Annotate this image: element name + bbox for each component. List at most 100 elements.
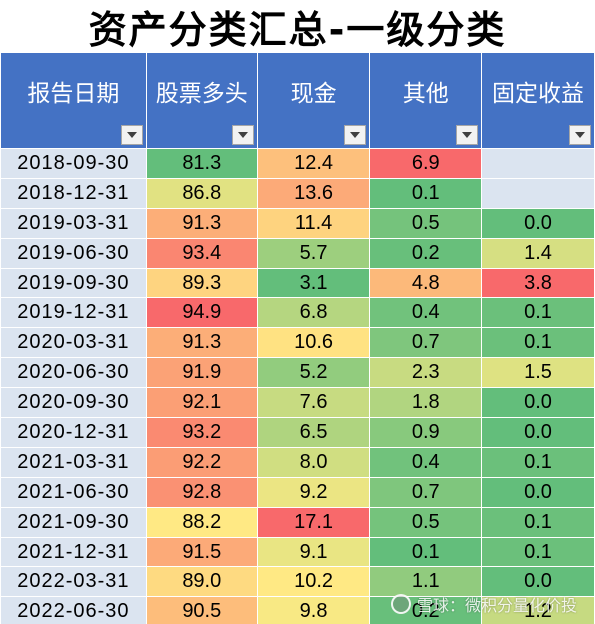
cell-stock-long: 89.3	[145, 267, 258, 299]
header-label: 股票多头	[155, 80, 248, 107]
cell-fixed-income: 3.8	[481, 267, 595, 299]
cell-cash: 12.4	[256, 148, 371, 179]
cell-other: 4.8	[369, 267, 483, 299]
cell-stock-long: 81.3	[145, 148, 258, 179]
table-row: 2018-09-30 81.3 12.4 6.9	[0, 148, 595, 179]
filter-dropdown-icon[interactable]	[344, 125, 367, 145]
cell-fixed-income	[481, 177, 595, 209]
cell-other: 1.1	[369, 566, 483, 598]
table-row: 2019-12-31 94.9 6.8 0.4 0.1	[0, 297, 595, 329]
filter-dropdown-icon[interactable]	[456, 125, 479, 145]
header-fixed-income: 固定收益	[481, 52, 595, 149]
cell-fixed-income: 0.0	[481, 476, 595, 508]
cell-cash: 17.1	[256, 506, 371, 538]
cell-cash: 6.8	[256, 297, 371, 329]
cell-fixed-income: 0.0	[481, 207, 595, 239]
cell-report-date: 2018-09-30	[0, 148, 147, 179]
cell-cash: 7.6	[256, 387, 371, 419]
cell-cash: 9.1	[256, 536, 371, 568]
table-body: 2018-09-30 81.3 12.4 6.9 2018-12-31 86.8 13.6 0…	[0, 148, 595, 624]
cell-stock-long: 91.9	[145, 357, 258, 389]
cell-fixed-income: 1.5	[481, 357, 595, 389]
cell-report-date: 2020-03-31	[0, 327, 147, 359]
header-stock-long: 股票多头	[145, 52, 258, 149]
table-row: 2020-06-30 91.9 5.2 2.3 1.5	[0, 357, 595, 389]
cell-stock-long: 92.1	[145, 387, 258, 419]
table-row: 2021-09-30 88.2 17.1 0.5 0.1	[0, 506, 595, 538]
cell-other: 2.3	[369, 357, 483, 389]
table-row: 2022-03-31 89.0 10.2 1.1 0.0	[0, 566, 595, 598]
filter-dropdown-icon[interactable]	[231, 125, 254, 145]
cell-stock-long: 92.2	[145, 446, 258, 478]
cell-stock-long: 94.9	[145, 297, 258, 329]
cell-other: 0.5	[369, 207, 483, 239]
cell-stock-long: 91.3	[145, 327, 258, 359]
cell-other: 0.4	[369, 297, 483, 329]
cell-report-date: 2021-06-30	[0, 476, 147, 508]
cell-other: 0.1	[369, 536, 483, 568]
table-row: 2022-06-30 90.5 9.8 0.2 1.2	[0, 596, 595, 624]
cell-stock-long: 88.2	[145, 506, 258, 538]
cell-fixed-income	[481, 148, 595, 179]
cell-fixed-income: 0.0	[481, 417, 595, 448]
header-other: 其他	[369, 52, 483, 149]
table-row: 2020-12-31 93.2 6.5 0.9 0.0	[0, 417, 595, 448]
cell-other: 0.4	[369, 446, 483, 478]
table-row: 2020-09-30 92.1 7.6 1.8 0.0	[0, 387, 595, 419]
asset-table: 报告日期 股票多头 现金 其他 固定收益 2018-09-30 81.3 12.4 6…	[0, 52, 595, 624]
cell-report-date: 2021-09-30	[0, 506, 147, 538]
page-title: 资产分类汇总-一级分类	[88, 7, 507, 52]
cell-fixed-income: 0.0	[481, 387, 595, 419]
watermark: 雪球：微积分量化价投	[390, 592, 577, 616]
cell-other: 0.7	[369, 476, 483, 508]
cell-cash: 10.6	[256, 327, 371, 359]
table-row: 2019-06-30 93.4 5.7 0.2 1.4	[0, 237, 595, 269]
cell-fixed-income: 0.1	[481, 327, 595, 359]
cell-cash: 8.0	[256, 446, 371, 478]
cell-report-date: 2018-12-31	[0, 177, 147, 209]
cell-cash: 10.2	[256, 566, 371, 598]
cell-cash: 6.5	[256, 417, 371, 448]
table-row: 2021-12-31 91.5 9.1 0.1 0.1	[0, 536, 595, 568]
cell-report-date: 2022-03-31	[0, 566, 147, 598]
cell-other: 0.9	[369, 417, 483, 448]
cell-report-date: 2019-12-31	[0, 297, 147, 329]
cell-other: 0.7	[369, 327, 483, 359]
header-row: 报告日期 股票多头 现金 其他 固定收益	[0, 52, 595, 149]
cell-cash: 3.1	[256, 267, 371, 299]
cell-stock-long: 86.8	[145, 177, 258, 209]
cell-report-date: 2020-12-31	[0, 417, 147, 448]
header-label: 现金	[290, 80, 337, 107]
header-label: 报告日期	[27, 80, 120, 107]
cell-fixed-income: 0.1	[481, 446, 595, 478]
cell-report-date: 2019-09-30	[0, 267, 147, 299]
table-row: 2019-03-31 91.3 11.4 0.5 0.0	[0, 207, 595, 239]
cell-other: 0.5	[369, 506, 483, 538]
snowball-logo-icon	[390, 594, 411, 614]
cell-fixed-income: 0.0	[481, 566, 595, 598]
table-row: 2019-09-30 89.3 3.1 4.8 3.8	[0, 267, 595, 299]
filter-dropdown-icon[interactable]	[120, 125, 143, 145]
cell-stock-long: 90.5	[145, 596, 258, 624]
cell-fixed-income: 0.1	[481, 536, 595, 568]
cell-stock-long: 93.2	[145, 417, 258, 448]
cell-cash: 9.2	[256, 476, 371, 508]
cell-stock-long: 91.5	[145, 536, 258, 568]
table-row: 2018-12-31 86.8 13.6 0.1	[0, 177, 595, 209]
header-report-date: 报告日期	[0, 52, 147, 149]
cell-cash: 5.2	[256, 357, 371, 389]
cell-cash: 11.4	[256, 207, 371, 239]
cell-fixed-income: 0.1	[481, 506, 595, 538]
filter-dropdown-icon[interactable]	[569, 125, 591, 145]
table-row: 2021-06-30 92.8 9.2 0.7 0.0	[0, 476, 595, 508]
cell-stock-long: 91.3	[145, 207, 258, 239]
cell-cash: 13.6	[256, 177, 371, 209]
header-label: 其他	[402, 80, 449, 107]
header-cash: 现金	[256, 52, 371, 149]
cell-report-date: 2019-03-31	[0, 207, 147, 239]
watermark-text: 雪球：微积分量化价投	[416, 596, 577, 615]
cell-other: 1.8	[369, 387, 483, 419]
cell-fixed-income: 1.4	[481, 237, 595, 269]
header-label: 固定收益	[492, 80, 585, 107]
cell-fixed-income: 0.1	[481, 297, 595, 329]
